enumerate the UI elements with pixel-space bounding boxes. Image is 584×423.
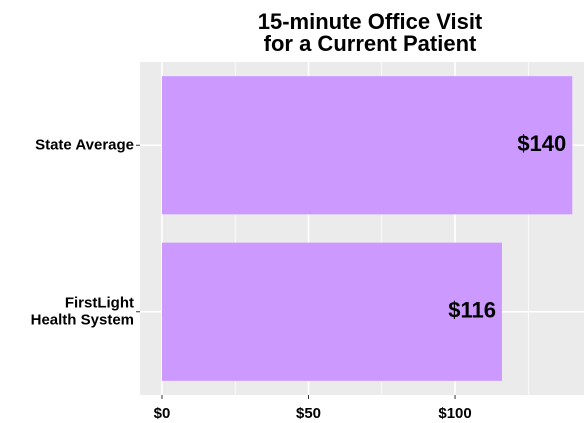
x-tick-label: $100	[438, 405, 471, 422]
value-label: $140	[517, 131, 566, 156]
value-label: $116	[448, 298, 496, 323]
y-tick-label: FirstLight Health System	[31, 294, 134, 328]
bar	[161, 76, 573, 215]
x-tick-label: $50	[296, 405, 321, 422]
chart-title: 15-minute Office Visit for a Current Pati…	[258, 9, 483, 56]
x-tick-label: $0	[154, 405, 171, 422]
y-tick-label: State Average	[35, 136, 134, 153]
bar	[161, 242, 502, 381]
